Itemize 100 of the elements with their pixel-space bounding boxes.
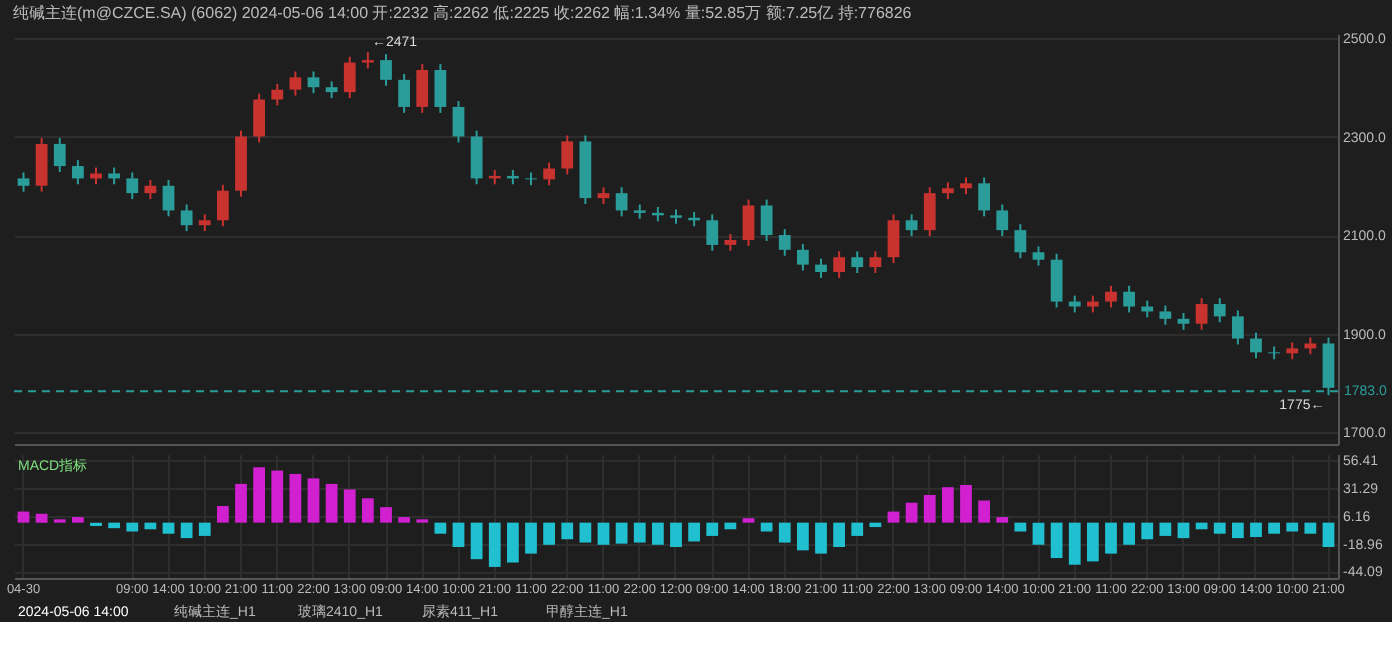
candlestick [144,178,157,201]
bar [253,467,266,523]
bar [1213,522,1226,534]
bar [579,522,592,543]
bar [162,522,175,534]
bar [325,483,338,523]
bar [796,522,809,551]
bar [543,522,556,545]
bar [525,522,537,554]
candlestick [253,92,266,144]
candlestick [307,70,320,95]
bar [706,522,719,536]
bar [851,522,864,536]
bar [833,522,846,547]
candlestick [1231,309,1244,346]
bar [452,522,465,547]
candlestick [343,55,356,100]
candlestick [1123,284,1135,314]
bar [724,522,737,530]
bar [670,522,682,547]
bar [180,522,193,539]
bar [1014,522,1027,532]
candlestick [778,228,791,257]
candlestick [923,186,936,238]
bar [633,522,646,543]
candlestick [380,53,392,87]
candlestick [978,176,991,218]
candlestick [17,171,30,193]
bar [1286,522,1299,532]
bar [615,522,628,544]
candlestick [35,136,48,193]
candlestick [1250,331,1262,360]
bar [1177,522,1190,539]
bar [1032,522,1045,545]
bar [1086,522,1099,562]
candlestick [470,129,483,186]
bar [1105,522,1117,554]
bar [361,498,374,523]
chart-title: 纯碱主连(m@CZCE.SA) (6062) 2024-05-06 14:00 开:2232 高:2262 低:2225 收:2262 幅:1.34% 量:52.85万 额:7.25亿 持:776826 [13,3,913,22]
candlestick [615,186,628,218]
bar [760,522,773,532]
candlestick [1159,304,1172,326]
bar [307,478,320,523]
candlestick [1268,345,1280,361]
candlestick [452,100,465,144]
bar [289,473,302,523]
candlestick [1014,223,1027,260]
bar [960,485,972,523]
candlestick [217,183,229,228]
candlestick [851,250,864,274]
bar [887,511,900,523]
bar [126,522,139,532]
bar [978,500,991,523]
bar [1159,522,1172,536]
candlestick [760,198,773,242]
candlestick [905,213,918,238]
candlestick [1195,297,1208,331]
bar [398,517,411,523]
bar [561,522,574,540]
bar [1268,522,1280,534]
candlestick [72,159,84,186]
bar [271,470,284,523]
bar [996,517,1009,523]
bar [434,522,447,534]
candlestick [833,250,846,279]
candlestick [416,63,429,114]
candlestick [561,134,574,176]
bar [506,522,519,563]
bar [905,502,918,523]
candlestick [434,63,447,114]
candlestick [53,136,66,173]
bar [1068,522,1081,565]
bar [72,517,84,523]
bar [1141,522,1154,540]
candlestick [869,250,882,274]
candlestick [271,82,284,107]
bar [597,522,610,545]
candlestick [180,203,193,233]
bar [108,522,121,529]
bar [470,522,483,560]
bar [35,513,48,523]
bar [1195,522,1208,530]
bar [688,522,701,542]
bar [869,522,882,528]
bar [144,522,157,530]
bar [923,494,936,523]
bar [235,483,247,523]
bar [198,522,211,536]
candlestick [1105,284,1117,309]
bar [343,489,356,523]
candlestick [398,72,411,114]
bar [651,522,664,545]
candlestick [996,203,1009,238]
bar [1304,522,1317,534]
bar [1231,522,1244,539]
bar [488,522,501,567]
candlestick [815,257,827,279]
candlestick [706,213,719,252]
candlestick [796,242,809,272]
bar [1050,522,1063,559]
